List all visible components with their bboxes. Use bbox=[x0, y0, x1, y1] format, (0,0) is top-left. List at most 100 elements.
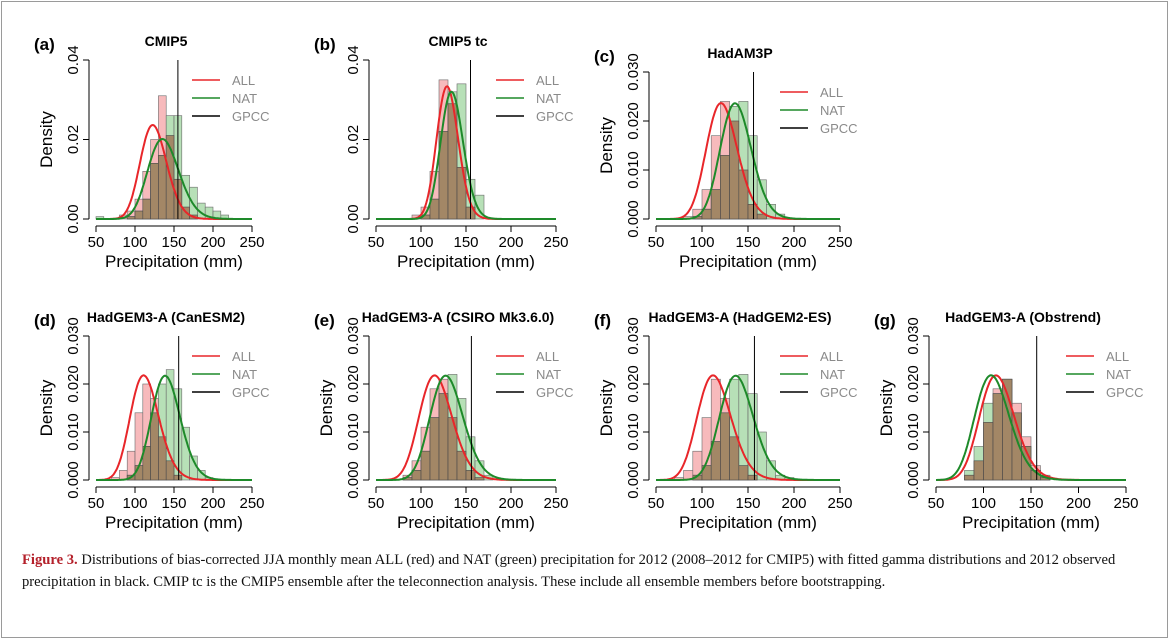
y-tick-label: 0.020 bbox=[345, 365, 362, 403]
nat-gamma-fit-line bbox=[936, 374, 1126, 481]
x-axis-label: Precipitation (mm) bbox=[397, 252, 535, 271]
y-tick-label: 0.030 bbox=[905, 317, 922, 355]
y-tick-label: 0.000 bbox=[625, 461, 642, 499]
panel-title: HadAM3P bbox=[707, 45, 772, 61]
x-tick-label: 100 bbox=[122, 495, 147, 512]
y-tick-label: 0.020 bbox=[65, 365, 82, 403]
x-tick-label: 100 bbox=[689, 495, 714, 512]
y-tick-label: 0.010 bbox=[625, 413, 642, 451]
overlap-histogram-bar bbox=[429, 417, 440, 481]
x-tick-label: 150 bbox=[161, 495, 186, 512]
legend-label: ALL bbox=[232, 349, 255, 364]
panel-letter: (c) bbox=[594, 47, 615, 66]
nat-gamma-fit-line bbox=[656, 374, 840, 481]
y-tick-label: 0.000 bbox=[345, 461, 362, 499]
legend-label: NAT bbox=[820, 103, 845, 118]
x-tick-label: 250 bbox=[827, 234, 852, 251]
chart-panel: 50 100 150 200 250 Precipitation (mm) 0.000 0.0… bbox=[874, 309, 1144, 532]
x-tick-label: 200 bbox=[781, 234, 806, 251]
x-tick-label: 50 bbox=[88, 495, 105, 512]
nat-gamma-fit-line bbox=[96, 137, 252, 220]
x-tick-label: 50 bbox=[368, 234, 385, 251]
panel-letter: (f) bbox=[594, 311, 611, 330]
x-tick-label: 250 bbox=[543, 495, 568, 512]
overlap-histogram-bar bbox=[150, 412, 159, 481]
x-tick-label: 150 bbox=[735, 495, 760, 512]
y-tick-label: 0.030 bbox=[625, 317, 642, 355]
overlap-histogram-bar bbox=[710, 189, 721, 220]
x-axis-label: Precipitation (mm) bbox=[679, 513, 817, 532]
y-tick-label: 0.000 bbox=[905, 461, 922, 499]
y-tick-label: 0.02 bbox=[345, 125, 362, 154]
panel-title: CMIP5 tc bbox=[428, 33, 487, 49]
overlap-histogram-bar bbox=[738, 465, 749, 481]
overlap-histogram-bar bbox=[456, 450, 467, 481]
legend-label: GPCC bbox=[820, 385, 858, 400]
overlap-histogram-bar bbox=[438, 393, 449, 481]
overlap-histogram-bar bbox=[150, 163, 159, 220]
legend-label: ALL bbox=[536, 73, 559, 88]
x-tick-label: 100 bbox=[408, 234, 433, 251]
nat-gamma-fit-line bbox=[376, 374, 556, 481]
x-tick-label: 50 bbox=[88, 234, 105, 251]
nat-histogram-bar bbox=[738, 374, 749, 481]
panel-title: CMIP5 bbox=[145, 33, 188, 49]
x-tick-label: 250 bbox=[543, 234, 568, 251]
caption-text: Distributions of bias-corrected JJA mont… bbox=[22, 552, 1116, 590]
y-tick-label: 0.030 bbox=[625, 53, 642, 91]
x-tick-label: 200 bbox=[498, 234, 523, 251]
x-tick-label: 200 bbox=[200, 495, 225, 512]
x-tick-label: 100 bbox=[408, 495, 433, 512]
chart-panel: 50 100 150 200 250 Precipitation (mm) 0.000 0.0… bbox=[594, 45, 858, 271]
y-tick-label: 0.00 bbox=[345, 204, 362, 233]
legend-label: GPCC bbox=[232, 385, 270, 400]
y-tick-label: 0.030 bbox=[345, 317, 362, 355]
legend-label: GPCC bbox=[536, 109, 574, 124]
x-tick-label: 200 bbox=[781, 495, 806, 512]
x-tick-label: 150 bbox=[453, 234, 478, 251]
y-axis-label: Density bbox=[597, 117, 616, 174]
overlap-histogram-bar bbox=[738, 169, 749, 220]
y-tick-label: 0.020 bbox=[905, 365, 922, 403]
legend-label: NAT bbox=[1106, 367, 1131, 382]
overlap-histogram-bar bbox=[747, 474, 758, 481]
y-tick-label: 0.020 bbox=[625, 102, 642, 140]
panel-letter: (g) bbox=[874, 311, 896, 330]
legend-label: ALL bbox=[232, 73, 255, 88]
y-axis-label: Density bbox=[317, 379, 336, 436]
overlap-histogram-bar bbox=[165, 460, 175, 481]
x-tick-label: 50 bbox=[648, 234, 665, 251]
panel-letter: (d) bbox=[34, 311, 56, 330]
figure-panels: 50 100 150 200 250 Precipitation (mm) 0.00 0.02… bbox=[34, 33, 1144, 532]
chart-panel: 50 100 150 200 250 Precipitation (mm) 0.000 0.0… bbox=[314, 309, 574, 532]
x-tick-label: 150 bbox=[735, 234, 760, 251]
legend-label: ALL bbox=[820, 85, 843, 100]
x-tick-label: 250 bbox=[1113, 495, 1138, 512]
overlap-histogram-bar bbox=[420, 450, 431, 481]
figure-caption: Figure 3. Distributions of bias-correcte… bbox=[22, 549, 1147, 593]
overlap-histogram-bar bbox=[756, 213, 767, 220]
overlap-histogram-bar bbox=[429, 198, 440, 220]
y-tick-label: 0.010 bbox=[65, 413, 82, 451]
overlap-histogram-bar bbox=[465, 470, 476, 481]
panel-letter: (a) bbox=[34, 35, 55, 54]
overlap-histogram-bar bbox=[134, 210, 144, 220]
nat-gamma-fit-line bbox=[96, 374, 252, 481]
y-tick-label: 0.02 bbox=[65, 125, 82, 154]
x-tick-label: 50 bbox=[928, 495, 945, 512]
legend-label: ALL bbox=[820, 349, 843, 364]
legend-label: NAT bbox=[820, 367, 845, 382]
x-tick-label: 150 bbox=[453, 495, 478, 512]
legend-label: ALL bbox=[536, 349, 559, 364]
y-tick-label: 0.000 bbox=[625, 200, 642, 238]
panel-title: HadGEM3-A (CanESM2) bbox=[87, 309, 245, 325]
overlap-histogram-bar bbox=[720, 412, 730, 481]
overlap-histogram-bar bbox=[142, 198, 151, 220]
overlap-histogram-bar bbox=[158, 436, 167, 481]
legend-label: ALL bbox=[1106, 349, 1129, 364]
y-tick-label: 0.030 bbox=[65, 317, 82, 355]
x-axis-label: Precipitation (mm) bbox=[679, 252, 817, 271]
panel-letter: (b) bbox=[314, 35, 336, 54]
